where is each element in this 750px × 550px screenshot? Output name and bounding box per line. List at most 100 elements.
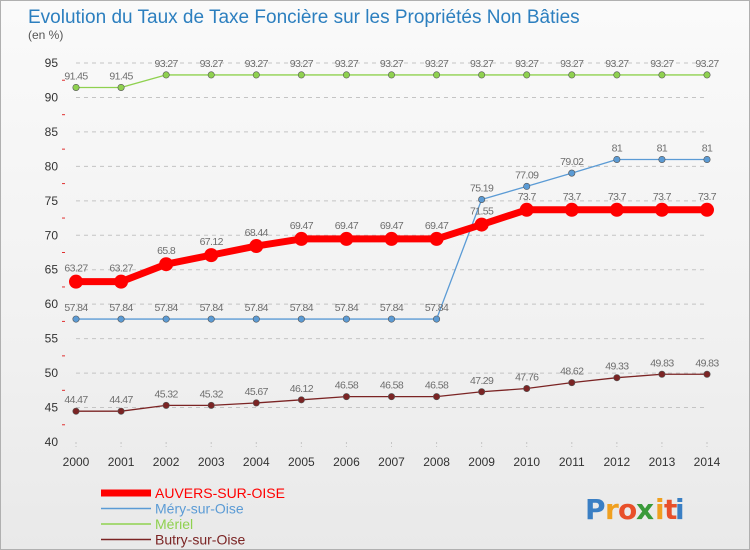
data-point xyxy=(252,399,260,407)
data-label: 93.27 xyxy=(695,58,719,70)
data-label: 73.7 xyxy=(608,191,627,203)
data-label: 57.84 xyxy=(64,302,88,314)
data-label: 69.47 xyxy=(335,220,359,232)
data-point xyxy=(342,71,350,79)
data-label: 65.8 xyxy=(157,245,176,257)
data-point xyxy=(703,71,711,79)
data-label: 44.47 xyxy=(109,394,133,406)
data-point xyxy=(387,393,395,401)
data-label: 91.45 xyxy=(109,70,133,82)
data-label: 57.84 xyxy=(109,302,133,314)
y-tick-label: 85 xyxy=(45,125,59,139)
data-point xyxy=(114,274,129,289)
data-point xyxy=(117,407,125,415)
data-point xyxy=(342,315,350,323)
legend-label: Mériel xyxy=(155,516,193,532)
data-point xyxy=(478,196,486,204)
data-label: 77.09 xyxy=(515,169,539,181)
chart-title: Evolution du Taux de Taxe Foncière sur l… xyxy=(28,7,580,28)
data-label: 93.27 xyxy=(470,58,494,70)
axes: 40 45 50 55 60 65 70 75 80 85 90 95 2000 2001 2002 2003… xyxy=(45,56,721,469)
x-tick-label: 2006 xyxy=(333,455,360,469)
y-tick-label: 60 xyxy=(45,297,59,311)
data-point xyxy=(433,315,441,323)
data-label: 57.84 xyxy=(290,302,314,314)
data-point xyxy=(297,71,305,79)
data-label: 47.76 xyxy=(515,372,539,384)
x-tick-label: 2001 xyxy=(108,455,135,469)
data-point xyxy=(703,155,711,163)
data-point xyxy=(72,315,80,323)
data-label: 91.45 xyxy=(64,70,88,82)
logo-letter: i xyxy=(655,493,665,526)
data-label: 57.84 xyxy=(245,302,269,314)
data-label: 63.27 xyxy=(64,263,88,275)
data-point xyxy=(523,182,531,190)
data-point xyxy=(523,385,531,393)
data-point xyxy=(72,407,80,415)
data-label: 46.58 xyxy=(380,380,404,392)
data-point xyxy=(609,202,624,217)
logo-letter: t xyxy=(664,493,677,526)
data-point xyxy=(433,393,441,401)
data-label: 68.44 xyxy=(245,227,269,239)
y-tick-label: 80 xyxy=(45,159,59,173)
data-label: 81 xyxy=(702,142,713,154)
data-label: 69.47 xyxy=(380,220,404,232)
y-tick-label: 75 xyxy=(45,194,59,208)
data-label: 44.47 xyxy=(64,394,88,406)
x-tick-label: 2013 xyxy=(649,455,676,469)
data-point xyxy=(162,315,170,323)
data-label: 73.7 xyxy=(563,191,582,203)
data-point xyxy=(207,401,215,409)
data-point xyxy=(159,257,174,272)
data-label: 93.27 xyxy=(335,58,359,70)
data-label: 93.27 xyxy=(650,58,674,70)
legend-label: Méry-sur-Oise xyxy=(155,501,244,517)
data-label: 67.12 xyxy=(200,236,224,248)
legend-label: Butry-sur-Oise xyxy=(155,532,245,548)
x-tick-label: 2005 xyxy=(288,455,315,469)
grid xyxy=(75,62,708,447)
data-label: 45.67 xyxy=(245,386,269,398)
data-point xyxy=(342,393,350,401)
data-point xyxy=(294,231,309,246)
x-tick-label: 2011 xyxy=(559,455,585,469)
data-point xyxy=(478,388,486,396)
legend: AUVERS-SUR-OISEMéry-sur-OiseMérielButry-… xyxy=(101,485,285,548)
data-point xyxy=(658,155,666,163)
x-tick-label: 2012 xyxy=(604,455,631,469)
data-point xyxy=(384,231,399,246)
x-tick-label: 2004 xyxy=(243,455,270,469)
data-point xyxy=(204,248,219,263)
data-point xyxy=(72,83,80,91)
data-label: 49.33 xyxy=(605,361,629,373)
x-tick-label: 2008 xyxy=(423,455,450,469)
x-tick-label: 2002 xyxy=(153,455,180,469)
data-point xyxy=(69,274,83,289)
data-point xyxy=(252,315,260,323)
logo-letter: r xyxy=(605,493,619,526)
data-label: 57.84 xyxy=(380,302,404,314)
data-label: 63.27 xyxy=(109,263,133,275)
data-point xyxy=(207,315,215,323)
data-label: 93.27 xyxy=(245,58,269,70)
data-label: 93.27 xyxy=(380,58,404,70)
data-label: 73.7 xyxy=(653,191,672,203)
data-label: 49.83 xyxy=(650,357,674,369)
data-point xyxy=(339,231,354,246)
data-point xyxy=(162,401,170,409)
data-label: 79.02 xyxy=(560,156,584,168)
data-label: 57.84 xyxy=(200,302,224,314)
data-point xyxy=(429,231,444,246)
data-point xyxy=(613,374,621,382)
data-label: 93.27 xyxy=(425,58,449,70)
data-label: 93.27 xyxy=(515,58,539,70)
data-label: 57.84 xyxy=(155,302,179,314)
y-tick-label: 50 xyxy=(45,366,59,380)
data-label: 46.58 xyxy=(335,380,359,392)
data-label: 71.55 xyxy=(470,206,494,218)
